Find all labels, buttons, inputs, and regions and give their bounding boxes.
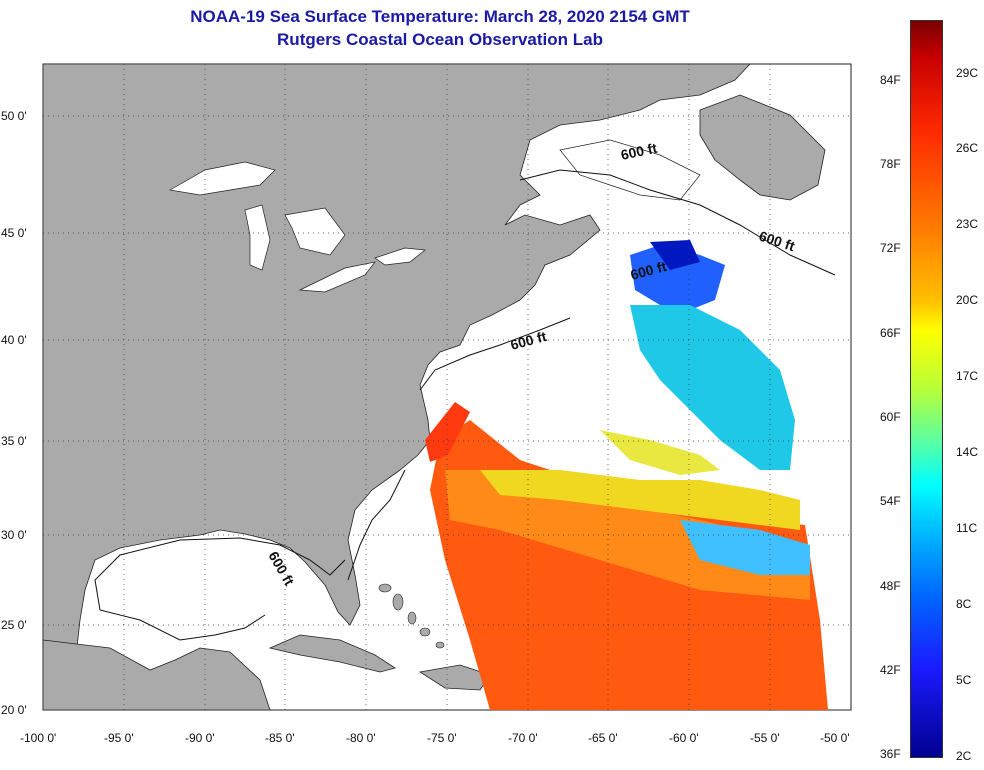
temperature-colorbar: [910, 20, 943, 758]
colorbar-label-f: 54F: [880, 494, 901, 508]
colorbar-label-c: 20C: [956, 293, 979, 307]
lat-label: 40 0': [1, 333, 27, 347]
lon-label: -95 0': [104, 731, 134, 745]
colorbar-label-c: 5C: [956, 673, 972, 687]
map-subtitle: Rutgers Coastal Ocean Observation Lab: [277, 30, 603, 49]
colorbar-label-f: 48F: [880, 579, 901, 593]
lon-label: -50 0': [820, 731, 850, 745]
colorbar-label-c: 29C: [956, 66, 979, 80]
lake-huron: [284, 207, 346, 256]
colorbar-label-c: 14C: [956, 445, 979, 459]
sst-cool-gulfstream: [680, 520, 810, 575]
land-north-america: [42, 63, 751, 711]
lat-label: 35 0': [1, 434, 27, 448]
sst-cyan-north: [630, 305, 795, 470]
sst-coastal-warm: [425, 402, 470, 462]
lake-erie: [298, 261, 376, 293]
colorbar-label-c: 23C: [956, 217, 979, 231]
lat-label: 20 0': [1, 703, 27, 717]
gulf-st-lawrence: [559, 139, 701, 201]
bahamas-islands: [378, 583, 445, 649]
lon-label: -100 0': [20, 731, 56, 745]
colorbar-label-c: 26C: [956, 141, 979, 155]
land-newfoundland: [699, 94, 826, 201]
colorbar-label-c: 8C: [956, 597, 972, 611]
colorbar-label-f: 78F: [880, 157, 901, 171]
lon-label: -65 0': [588, 731, 618, 745]
colorbar-label-c: 11C: [956, 521, 978, 535]
lon-label: -85 0': [265, 731, 295, 745]
colorbar-label-f: 60F: [880, 410, 901, 424]
lat-label: 30 0': [1, 528, 27, 542]
map-title: NOAA-19 Sea Surface Temperature: March 2…: [190, 7, 690, 26]
colorbar-label-f: 72F: [880, 241, 901, 255]
colorbar-label-f: 42F: [880, 663, 901, 677]
colorbar-label-c: 17C: [956, 369, 979, 383]
lon-label: -75 0': [427, 731, 457, 745]
contour-label: 600 ft: [619, 140, 658, 163]
colorbar-label-f: 84F: [880, 73, 901, 87]
land-cuba: [268, 634, 396, 673]
colorbar-label-f: 36F: [880, 747, 901, 761]
lat-label: 45 0': [1, 226, 27, 240]
sst-swath: [425, 240, 828, 710]
lon-label: -80 0': [346, 731, 376, 745]
sst-yellow-north: [600, 430, 720, 475]
colorbar-label-c: 2C: [956, 749, 972, 763]
lat-label: 25 0': [1, 618, 27, 632]
contour-600ft: [94, 169, 836, 641]
lon-label: -60 0': [669, 731, 699, 745]
sst-cold-north: [630, 245, 725, 310]
sst-yellow-band: [480, 470, 800, 530]
lon-label: -55 0': [750, 731, 780, 745]
lat-label: 50 0': [1, 109, 27, 123]
sst-orange-band: [445, 470, 810, 600]
lon-label: -70 0': [508, 731, 538, 745]
lon-label: -90 0': [185, 731, 215, 745]
sst-darkblue-patch: [650, 240, 700, 270]
lake-michigan: [244, 204, 271, 271]
lake-ontario: [374, 247, 426, 266]
colorbar-label-f: 66F: [880, 326, 901, 340]
sst-map: 600 ft 600 ft 600 ft 600 ft 600 ft 50 0'…: [1, 63, 852, 745]
land-yucatan: [42, 639, 271, 711]
